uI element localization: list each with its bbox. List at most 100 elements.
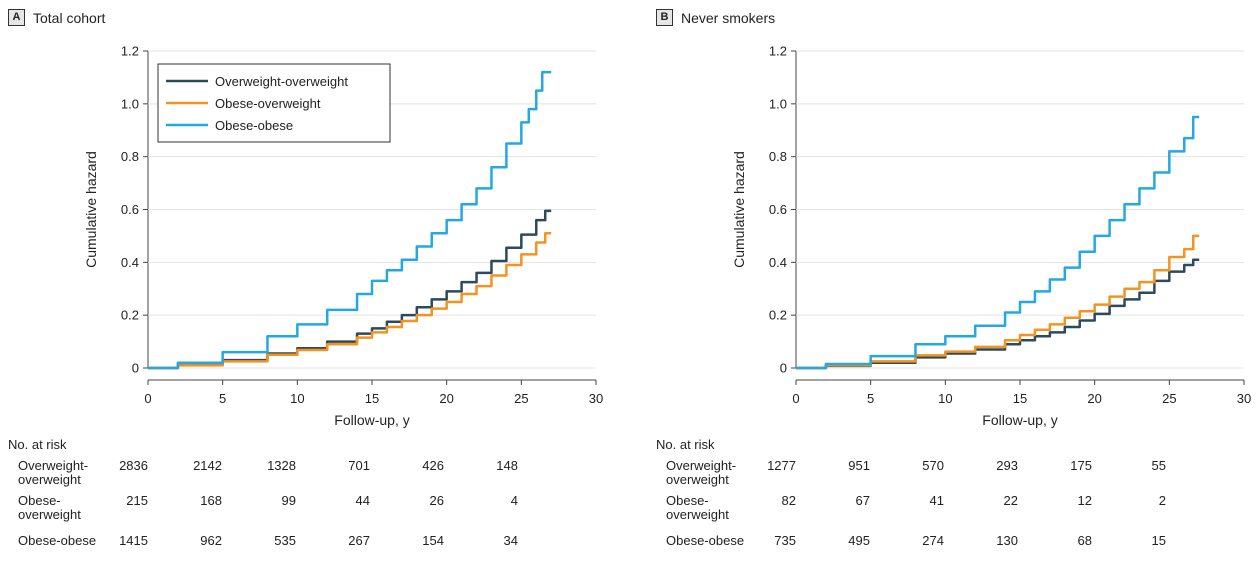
series-line-obese-overweight	[796, 234, 1200, 370]
series-line-obese-obese	[796, 115, 1200, 370]
risk-value: 15	[1151, 533, 1166, 548]
risk-value: 951	[848, 458, 870, 473]
risk-value: 2836	[119, 458, 148, 473]
x-axis-label: Follow-up, y	[982, 412, 1057, 428]
cumulative-hazard-chart-never-smokers: 0 0.2 0.4 0.6 0.8 1.0 1.2 0 5 10 15 20 25 30 Follow-up…	[731, 44, 1251, 429]
risk-value: 2	[1158, 493, 1166, 508]
risk-table-title: No. at risk	[8, 437, 67, 452]
risk-value: 68	[1077, 533, 1092, 548]
legend-label: Obese-overweight	[215, 96, 321, 111]
x-tick-label: 20	[1087, 391, 1101, 406]
risk-value: 215	[126, 493, 148, 508]
legend: Overweight-overweight Obese-overweight Obe…	[157, 63, 391, 143]
y-tick-label: 0.4	[769, 255, 787, 270]
risk-value: 12	[1077, 493, 1092, 508]
panel-header: A Total cohort	[8, 9, 105, 26]
legend-label: Obese-obese	[215, 118, 293, 133]
x-tick-label: 0	[144, 391, 151, 406]
panel-title: Never smokers	[681, 9, 776, 26]
risk-value: 130	[996, 533, 1018, 548]
risk-row-label: Obese-overweight	[18, 493, 81, 522]
panel-title: Total cohort	[33, 9, 106, 26]
risk-value: 274	[922, 533, 944, 548]
y-tick-label: 0.8	[769, 149, 787, 164]
series-line-overweight-overweight	[148, 209, 552, 370]
risk-value: 154	[422, 533, 444, 548]
risk-value: 1328	[267, 458, 296, 473]
series-line-overweight-overweight	[796, 258, 1200, 370]
risk-value: 34	[503, 533, 518, 548]
risk-row-label: Overweight-overweight	[18, 458, 89, 487]
risk-row: Obese-overweight 215 168 99 44 26 4	[0, 494, 620, 522]
risk-value: 55	[1151, 458, 1166, 473]
x-tick-label: 30	[589, 391, 603, 406]
risk-value: 2142	[193, 458, 222, 473]
legend-label: Overweight-overweight	[215, 74, 348, 89]
risk-value: 44	[355, 493, 370, 508]
plot-area: 0 0.2 0.4 0.6 0.8 1.0 1.2 0 5 10 15 20 25 30 Follow-up…	[731, 44, 1251, 429]
risk-value: 701	[348, 458, 370, 473]
y-tick-label: 0.6	[769, 202, 787, 217]
y-tick-label: 0	[132, 361, 139, 376]
risk-row: Overweight-overweight 2836 2142 1328 701…	[0, 459, 620, 487]
y-tick-label: 1.2	[121, 44, 139, 59]
x-tick-label: 25	[514, 391, 528, 406]
y-tick-label: 0.2	[769, 308, 787, 323]
risk-value: 267	[348, 533, 370, 548]
series-line-obese-overweight	[148, 232, 552, 370]
risk-value: 168	[200, 493, 222, 508]
risk-row-label: Overweight-overweight	[666, 458, 737, 487]
y-tick-label: 1.0	[769, 96, 787, 111]
y-axis-label: Cumulative hazard	[83, 151, 99, 268]
risk-value: 735	[774, 533, 796, 548]
y-tick-label: 0.4	[121, 255, 139, 270]
x-tick-label: 30	[1237, 391, 1251, 406]
risk-value: 1277	[767, 458, 796, 473]
risk-table-title: No. at risk	[656, 437, 715, 452]
y-axis-label: Cumulative hazard	[731, 151, 747, 268]
risk-value: 570	[922, 458, 944, 473]
cumulative-hazard-chart-total: 0 0.2 0.4 0.6 0.8 1.0 1.2 0 5 10 15 20 25 30 Follow-up…	[83, 44, 603, 429]
risk-row: Obese-obese 735 495 274 130 68 15	[648, 534, 1256, 562]
risk-value: 22	[1003, 493, 1018, 508]
x-tick-label: 0	[792, 391, 799, 406]
risk-row: Obese-overweight 82 67 41 22 12 2	[648, 494, 1256, 522]
risk-value: 148	[496, 458, 518, 473]
x-tick-label: 15	[365, 391, 379, 406]
panel-letter: B	[656, 9, 673, 26]
risk-value: 495	[848, 533, 870, 548]
panel-never-smokers: B Never smokers 0 0.2 0.4 0.6 0.8 1.0 1.2 0 5 10 1…	[648, 0, 1256, 558]
risk-row: Obese-obese 1415 962 535 267 154 34	[0, 534, 620, 562]
x-tick-label: 25	[1162, 391, 1176, 406]
y-tick-label: 0.8	[121, 149, 139, 164]
series-line-obese-obese	[148, 70, 552, 370]
risk-value: 26	[429, 493, 444, 508]
risk-value: 41	[929, 493, 944, 508]
panel-letter: A	[8, 9, 25, 26]
x-tick-label: 10	[938, 391, 952, 406]
x-tick-label: 10	[290, 391, 304, 406]
risk-value: 82	[781, 493, 796, 508]
risk-row-label: Obese-overweight	[666, 493, 729, 522]
x-axis-label: Follow-up, y	[334, 412, 409, 428]
x-tick-label: 5	[219, 391, 226, 406]
y-tick-label: 1.2	[769, 44, 787, 59]
x-tick-label: 15	[1013, 391, 1027, 406]
y-tick-label: 0.6	[121, 202, 139, 217]
x-tick-label: 20	[439, 391, 453, 406]
risk-value: 67	[855, 493, 870, 508]
risk-value: 4	[510, 493, 518, 508]
risk-row-label: Obese-obese	[666, 533, 745, 548]
y-tick-label: 0	[780, 361, 787, 376]
risk-value: 293	[996, 458, 1018, 473]
risk-value: 426	[422, 458, 444, 473]
risk-value: 175	[1070, 458, 1092, 473]
panel-header: B Never smokers	[656, 9, 775, 26]
y-tick-label: 1.0	[121, 96, 139, 111]
risk-value: 535	[274, 533, 296, 548]
risk-value: 962	[200, 533, 222, 548]
risk-value: 99	[281, 493, 296, 508]
x-tick-label: 5	[867, 391, 874, 406]
y-tick-label: 0.2	[121, 308, 139, 323]
risk-value: 1415	[119, 533, 148, 548]
